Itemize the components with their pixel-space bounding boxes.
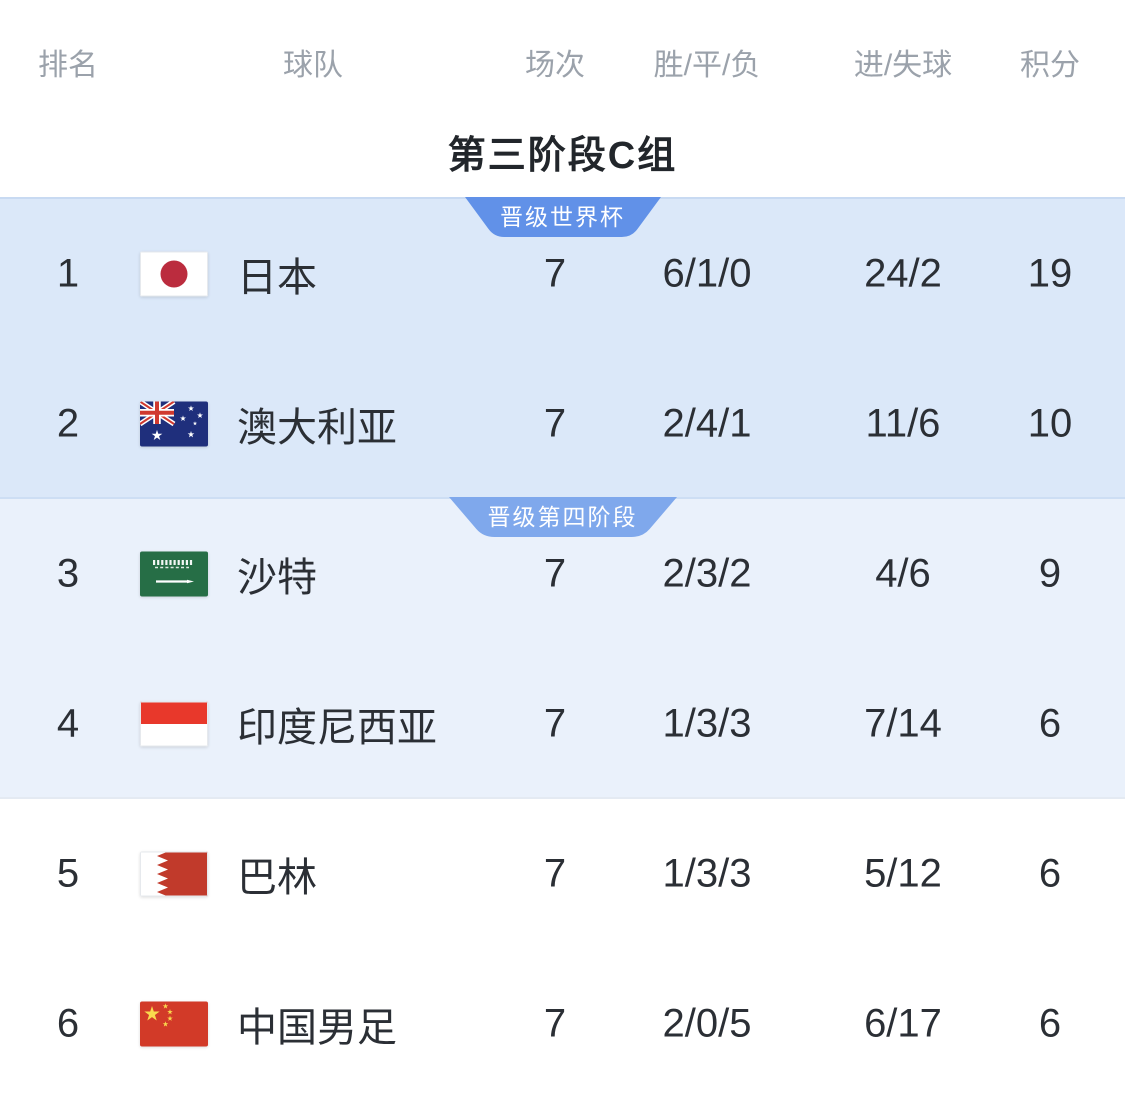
world-cup-promotion-badge: 晋级世界杯 [464,197,661,237]
matches-cell: 7 [543,401,567,446]
column-header-team: 球队 [283,49,343,82]
wdl-cell: 6/1/0 [662,251,752,296]
group-title: 第三阶段C组 [447,134,678,177]
rank-cell: 1 [56,251,80,296]
table-row-bahrain[interactable]: 5 巴林 7 1/3/3 5/12 6 [0,799,1125,949]
rank-cell: 4 [56,701,80,746]
table-header: 排名 球队 场次 胜/平/负 进/失球 积分 [0,0,1125,105]
points-cell: 6 [1038,1001,1062,1046]
goals-cell: 6/17 [864,1001,942,1046]
goals-cell: 11/6 [865,401,941,446]
column-header-rank: 排名 [38,49,98,82]
section-eliminated: 5 巴林 7 1/3/3 5/12 6 6 [0,797,1125,1105]
points-cell: 9 [1038,551,1062,596]
matches-cell: 7 [543,1001,567,1046]
stage-4-promotion-badge: 晋级第四阶段 [448,497,677,537]
badge-label: 晋级世界杯 [500,204,625,230]
wdl-cell: 1/3/3 [662,851,752,896]
matches-cell: 7 [543,851,567,896]
team-name: 沙特 [237,556,317,600]
wdl-cell: 2/0/5 [662,1001,752,1046]
matches-cell: 7 [543,551,567,596]
table-row-saudi-arabia[interactable]: 3 沙特 7 2/3/2 4/6 9 [0,499,1125,649]
team-name: 印度尼西亚 [237,706,437,750]
wdl-cell: 2/4/1 [662,401,752,446]
japan-flag-icon [140,251,208,297]
points-cell: 10 [1027,401,1073,446]
saudi-arabia-flag-icon [140,551,208,597]
section-qualified-world-cup: 晋级世界杯 1 日本 7 6/1/0 24/2 19 2 [0,197,1125,497]
badge-trapezoid-shape [464,197,661,237]
table-row-japan[interactable]: 1 日本 7 6/1/0 24/2 19 [0,199,1125,349]
column-header-matches: 场次 [525,49,585,82]
goals-cell: 24/2 [864,251,942,296]
points-cell: 6 [1038,701,1062,746]
section-advance-stage-4: 晋级第四阶段 3 沙特 7 2/3/2 4/6 9 4 [0,497,1125,797]
team-name: 澳大利亚 [237,406,397,450]
badge-label: 晋级第四阶段 [487,504,638,530]
rank-cell: 5 [56,851,80,896]
team-name: 中国男足 [237,1006,397,1050]
team-name: 日本 [237,256,317,300]
rank-cell: 6 [56,1001,80,1046]
bahrain-flag-icon [140,851,208,897]
matches-cell: 7 [543,701,567,746]
goals-cell: 4/6 [875,551,931,596]
australia-flag-icon [140,401,208,447]
table-row-indonesia[interactable]: 4 印度尼西亚 7 1/3/3 7/14 6 [0,649,1125,799]
matches-cell: 7 [543,251,567,296]
rank-cell: 3 [56,551,80,596]
china-flag-icon [140,1001,208,1047]
column-header-goals: 进/失球 [853,49,953,82]
points-cell: 19 [1027,251,1073,296]
indonesia-flag-icon [140,701,208,747]
rank-cell: 2 [56,401,80,446]
column-header-points: 积分 [1020,49,1080,82]
table-row-australia[interactable]: 2 澳大利亚 [0,349,1125,499]
table-row-china[interactable]: 6 中国男足 7 2/0/5 6/17 6 [0,949,1125,1099]
team-name: 巴林 [237,856,317,900]
column-header-wdl: 胜/平/负 [653,49,761,82]
wdl-cell: 1/3/3 [662,701,752,746]
points-cell: 6 [1038,851,1062,896]
goals-cell: 5/12 [864,851,942,896]
badge-trapezoid-shape [448,497,677,537]
goals-cell: 7/14 [864,701,942,746]
wdl-cell: 2/3/2 [662,551,752,596]
